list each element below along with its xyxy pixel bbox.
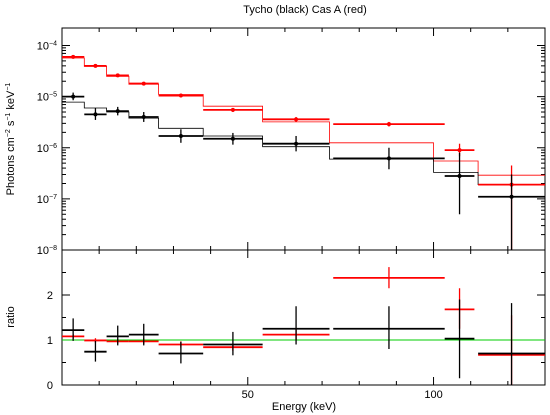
point-marker xyxy=(178,93,183,98)
data-point xyxy=(262,135,330,152)
x-tick-label: 100 xyxy=(424,389,442,401)
data-point xyxy=(128,81,159,86)
y-tick-exp: −8 xyxy=(49,245,57,252)
data-point xyxy=(333,267,445,289)
data-point xyxy=(333,147,445,170)
spectrum-y-axis-label: Photons cm−2 s−1 keV−1 xyxy=(5,83,17,196)
point-marker xyxy=(294,117,299,122)
point-marker xyxy=(457,174,462,179)
data-point xyxy=(84,63,107,68)
ratio-y-axis-label: ratio xyxy=(5,306,17,327)
ratio-panel: 50 100 0 1 2 xyxy=(47,249,546,401)
spectrum-panel-frame xyxy=(61,27,546,251)
point-marker xyxy=(386,122,391,127)
data-point xyxy=(262,306,330,345)
data-point xyxy=(158,129,204,143)
data-point xyxy=(203,107,263,113)
y-tick-label: 10−6 xyxy=(37,143,57,155)
spectrum-panel: 10−410−510−610−710−8 xyxy=(37,27,546,257)
point-marker xyxy=(71,54,76,59)
ratio-ticks: 50 100 0 1 2 xyxy=(47,250,545,401)
data-point xyxy=(478,303,545,385)
y-tick-label: 10−8 xyxy=(37,245,57,257)
data-point xyxy=(128,112,159,122)
data-point xyxy=(158,341,204,364)
data-point xyxy=(333,306,445,349)
y-tick-label: 10−4 xyxy=(37,41,57,53)
y-label-base: Photons cm xyxy=(5,137,17,195)
data-point xyxy=(62,54,85,59)
point-marker xyxy=(93,112,98,117)
y-label-end: keV xyxy=(5,90,17,113)
point-marker xyxy=(93,63,98,68)
point-marker xyxy=(386,156,391,161)
data-point xyxy=(62,92,85,101)
data-point xyxy=(262,116,330,122)
point-marker xyxy=(230,136,235,141)
y-tick-exp: −6 xyxy=(49,143,57,150)
data-point xyxy=(478,174,545,250)
y-label-mid: s xyxy=(5,120,17,129)
point-marker xyxy=(115,73,120,78)
data-point xyxy=(203,132,263,145)
y-tick-exp: −7 xyxy=(49,194,57,201)
spectrum-model-steps xyxy=(62,57,545,185)
point-marker xyxy=(230,107,235,112)
data-point xyxy=(158,93,204,98)
point-marker xyxy=(178,133,183,138)
y-tick-label: 0 xyxy=(47,380,53,392)
data-point xyxy=(106,106,129,116)
y-tick-base: 10 xyxy=(37,245,49,257)
spectrum-data-points xyxy=(62,54,545,250)
data-point xyxy=(106,73,129,78)
y-label-exp3: −1 xyxy=(5,83,12,91)
point-marker xyxy=(115,109,120,114)
data-point xyxy=(106,325,129,346)
ratio-data-points xyxy=(62,267,545,385)
y-tick-label: 10−7 xyxy=(37,194,57,206)
y-label-exp2: −1 xyxy=(5,113,12,121)
data-point xyxy=(84,107,107,120)
ratio-panel-frame xyxy=(61,249,546,386)
data-point xyxy=(203,331,263,356)
point-marker xyxy=(457,148,462,153)
data-point xyxy=(128,323,159,346)
y-tick-label: 10−5 xyxy=(37,92,57,104)
data-point xyxy=(444,299,475,379)
point-marker xyxy=(509,194,514,199)
y-tick-base: 10 xyxy=(37,41,49,53)
spectrum-y-ticks: 10−410−510−610−710−8 xyxy=(37,28,545,257)
point-marker xyxy=(71,94,76,99)
x-tick-label: 50 xyxy=(242,389,254,401)
chart-title: Tycho (black) Cas A (red) xyxy=(243,4,367,16)
y-tick-base: 10 xyxy=(37,92,49,104)
data-point xyxy=(444,152,475,215)
point-marker xyxy=(141,114,146,119)
y-tick-base: 10 xyxy=(37,143,49,155)
y-tick-base: 10 xyxy=(37,194,49,206)
point-marker xyxy=(294,141,299,146)
data-point xyxy=(333,121,445,127)
data-point xyxy=(84,340,107,362)
y-tick-exp: −5 xyxy=(49,92,57,99)
y-tick-label: 2 xyxy=(47,290,53,302)
data-point xyxy=(62,318,85,341)
point-marker xyxy=(141,81,146,86)
model-step-line xyxy=(62,101,545,185)
y-label-exp1: −2 xyxy=(5,129,12,137)
y-tick-exp: −4 xyxy=(49,41,57,48)
x-axis-label: Energy (keV) xyxy=(272,401,336,413)
y-tick-label: 1 xyxy=(47,335,53,347)
